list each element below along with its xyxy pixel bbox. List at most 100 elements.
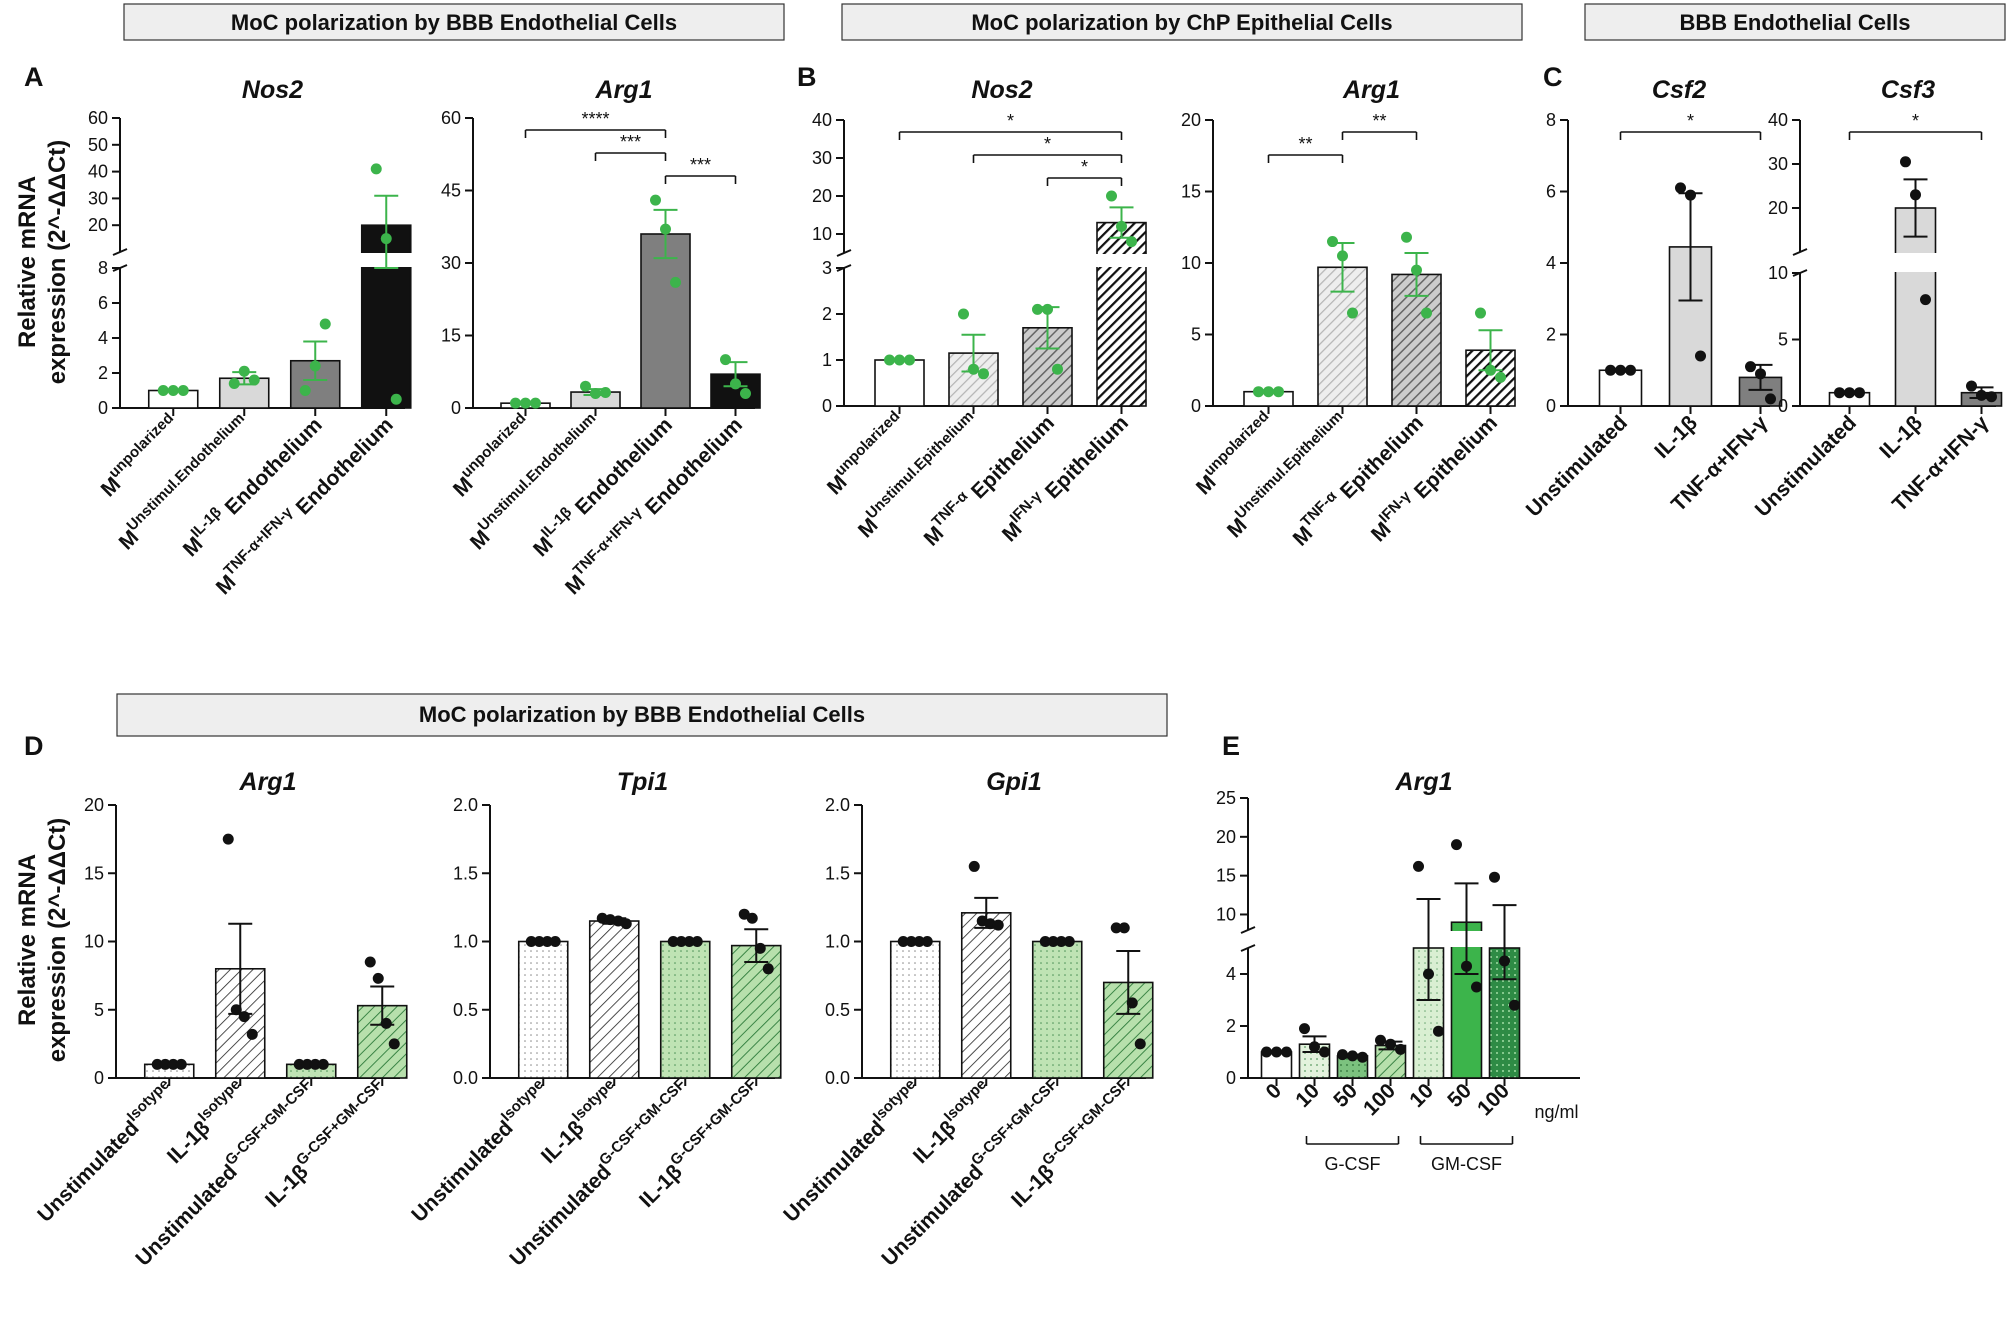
bar — [1031, 940, 1083, 1079]
data-point — [1042, 303, 1053, 315]
y-tick-label: 0.5 — [825, 1000, 850, 1020]
data-point — [1423, 968, 1434, 980]
y-tick-label: 15 — [441, 326, 461, 346]
data-point — [372, 972, 384, 984]
chart-d1: Arg105101520UnstimulatedIsotypeIL-1βIsot… — [33, 768, 408, 1271]
y-tick-label: 1.5 — [453, 863, 478, 883]
sig-label: ** — [1372, 111, 1386, 131]
x-category-label: 0 — [1262, 1079, 1287, 1104]
data-point — [1421, 307, 1432, 319]
data-point — [238, 365, 250, 377]
data-point — [1134, 1038, 1146, 1050]
chart-title: Arg1 — [239, 768, 297, 796]
data-point — [1495, 371, 1506, 383]
bar — [730, 944, 782, 1079]
banner-b-box — [841, 3, 1523, 41]
x-category-label: MIFN-γ Epithelium — [1363, 408, 1502, 547]
data-point — [167, 385, 179, 396]
data-point — [978, 368, 989, 380]
y-tick-label: 0 — [1778, 396, 1788, 416]
data-point — [1052, 363, 1063, 375]
y-tick-label: 20 — [1216, 827, 1236, 847]
y-tick-label: 5 — [94, 1000, 104, 1020]
chart-title: Arg1 — [1342, 76, 1400, 104]
panel-letter-c: C — [1543, 62, 1563, 92]
data-point — [1475, 307, 1486, 319]
data-point — [1675, 182, 1686, 194]
category-base: Unstimulated — [407, 1116, 517, 1226]
data-point — [299, 385, 311, 396]
category-superscript: unpolarized — [832, 408, 904, 480]
y-tick-label: 40 — [88, 162, 108, 182]
chart-a1: Nos2024682030405060MunpolarizedMUnstimul… — [88, 76, 413, 599]
charts-layer: Nos2024682030405060MunpolarizedMUnstimul… — [33, 76, 2003, 1271]
data-point — [1755, 368, 1766, 380]
y-tick-label: 15 — [1216, 866, 1236, 886]
data-point — [388, 1038, 400, 1050]
y-tick-label: 20 — [1768, 198, 1788, 218]
data-point — [177, 385, 189, 396]
x-category-label: 100 — [1473, 1079, 1514, 1120]
data-point — [1110, 922, 1122, 934]
data-point — [1253, 386, 1264, 398]
y-tick-label: 4 — [98, 328, 108, 348]
y-tick-label: 30 — [1768, 154, 1788, 174]
data-point — [1499, 955, 1510, 967]
data-point — [222, 833, 234, 845]
data-point — [1047, 936, 1059, 947]
data-point — [228, 378, 240, 389]
category-base: Unstimulated — [131, 1160, 241, 1270]
data-point — [1844, 387, 1855, 399]
data-point — [1263, 386, 1274, 398]
data-point — [1375, 1034, 1386, 1046]
data-point — [1413, 860, 1424, 872]
data-point — [992, 919, 1004, 931]
data-point — [549, 936, 561, 947]
data-point — [167, 1058, 179, 1070]
y-tick-label: 20 — [88, 215, 108, 235]
y-tick-label: 40 — [812, 110, 832, 130]
bar — [889, 940, 941, 1079]
x-category-label: Unstimulated — [1522, 411, 1632, 521]
x-category-label: MUnstimul.Endothelium — [462, 410, 607, 555]
data-point — [317, 1058, 329, 1070]
chart-title: Csf2 — [1652, 76, 1706, 104]
data-point — [904, 354, 915, 366]
banner-b-title: MoC polarization by ChP Epithelial Cells — [971, 10, 1392, 35]
data-point — [1126, 236, 1137, 248]
chart-title: Gpi1 — [986, 768, 1042, 796]
data-point — [390, 393, 402, 405]
y-tick-label: 8 — [1546, 110, 1556, 130]
chart-d3: Gpi10.00.51.01.52.0UnstimulatedIsotypeIL… — [779, 768, 1154, 1271]
y-tick-label: 30 — [88, 188, 108, 208]
sig-label: **** — [581, 109, 609, 129]
data-point — [1118, 922, 1130, 934]
category-superscript: Isotype — [870, 1076, 919, 1125]
data-point — [968, 860, 980, 872]
y-tick-label: 2 — [1226, 1016, 1236, 1036]
data-point — [691, 936, 703, 947]
bar — [1894, 207, 1937, 407]
data-point — [1966, 380, 1977, 392]
data-point — [1986, 391, 1997, 403]
data-point — [1471, 981, 1482, 993]
sig-label: * — [1912, 111, 1919, 131]
data-point — [746, 912, 758, 924]
data-point — [1685, 189, 1696, 201]
y-tick-label: 1.0 — [453, 932, 478, 952]
group-label: GM-CSF — [1431, 1154, 1502, 1174]
x-category-label: MTNF-α Epithelium — [916, 408, 1059, 551]
y-tick-label: 10 — [812, 224, 832, 244]
data-point — [1347, 307, 1358, 319]
data-point — [1745, 361, 1756, 373]
data-point — [293, 1058, 305, 1070]
x-category-label: 10 — [1405, 1079, 1438, 1112]
x-category-label: 50 — [1329, 1079, 1362, 1112]
y-tick-label: 20 — [84, 795, 104, 815]
data-point — [380, 233, 392, 245]
data-point — [1395, 1043, 1406, 1055]
